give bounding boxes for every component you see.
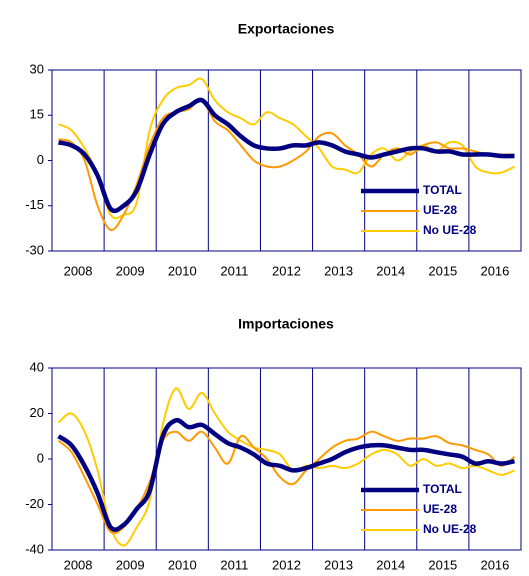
x-tick-label: 2011 <box>220 263 248 278</box>
x-tick-label: 2010 <box>168 263 197 278</box>
x-tick-label: 2008 <box>64 557 93 572</box>
line-series <box>58 97 515 214</box>
x-tick-label: 2011 <box>220 557 248 572</box>
y-tick-label: 0 <box>37 450 44 465</box>
x-tick-label: 2015 <box>428 557 457 572</box>
legend-label: TOTAL <box>423 482 462 496</box>
y-tick-label: -20 <box>25 496 44 511</box>
x-tick-label: 2009 <box>116 557 145 572</box>
y-tick-label: 15 <box>30 107 44 122</box>
x-tick-label: 2016 <box>480 263 509 278</box>
x-tick-label: 2012 <box>272 557 301 572</box>
x-tick-label: 2013 <box>324 557 353 572</box>
plot-frame <box>51 367 522 551</box>
legend-label: UE-28 <box>423 502 457 516</box>
chart-title: Importaciones <box>238 316 334 332</box>
y-tick-label: 20 <box>30 405 44 420</box>
y-tick-label: 40 <box>30 359 44 374</box>
x-tick-label: 2013 <box>324 263 353 278</box>
x-tick-label: 2015 <box>428 263 457 278</box>
y-tick-label: 30 <box>30 61 44 76</box>
y-tick-label: -40 <box>25 541 44 556</box>
y-tick-label: -15 <box>25 197 44 212</box>
x-tick-label: 2008 <box>64 263 93 278</box>
line-series <box>57 387 515 547</box>
x-tick-label: 2014 <box>376 557 405 572</box>
x-tick-label: 2016 <box>480 557 509 572</box>
y-tick-label: -30 <box>25 242 44 257</box>
legend-label: No UE-28 <box>423 522 477 536</box>
legend-label: No UE-28 <box>423 223 477 237</box>
x-tick-label: 2014 <box>376 263 405 278</box>
plot-frame <box>51 69 522 252</box>
legend-label: UE-28 <box>423 203 457 217</box>
x-tick-label: 2010 <box>168 557 197 572</box>
legend-label: TOTAL <box>423 183 462 197</box>
y-tick-label: 0 <box>37 152 44 167</box>
x-tick-label: 2009 <box>116 263 145 278</box>
line-series <box>58 98 515 231</box>
line-series <box>57 417 515 532</box>
x-tick-label: 2012 <box>272 263 301 278</box>
chart-title: Exportaciones <box>238 21 335 37</box>
